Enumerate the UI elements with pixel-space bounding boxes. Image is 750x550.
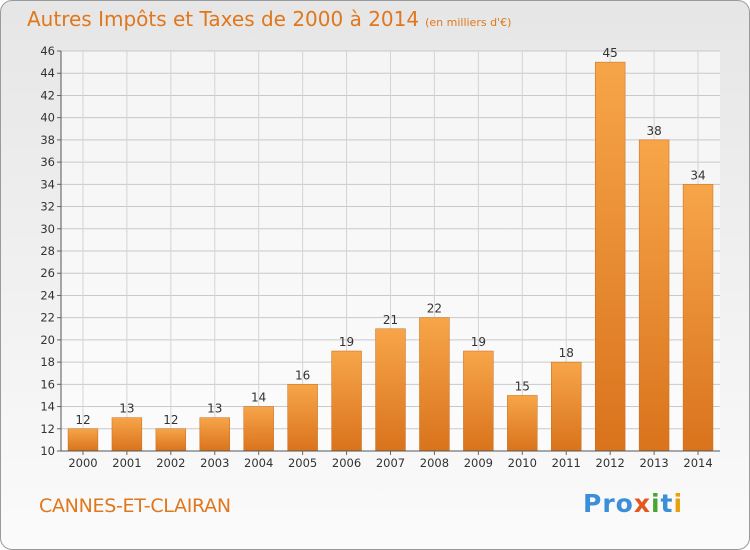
y-tick-label: 44 bbox=[40, 66, 55, 80]
bar bbox=[419, 317, 450, 452]
data-label: 13 bbox=[207, 402, 222, 416]
y-tick-label: 32 bbox=[40, 200, 55, 214]
bar bbox=[199, 417, 230, 452]
y-tick-label: 30 bbox=[40, 222, 55, 236]
bar bbox=[682, 184, 714, 452]
data-label: 19 bbox=[471, 335, 486, 349]
bar bbox=[463, 350, 494, 452]
bar bbox=[67, 428, 99, 452]
x-tick-label: 2002 bbox=[156, 456, 185, 470]
y-tick-label: 24 bbox=[40, 288, 55, 302]
bars: 12 13 12 13 14 16 19 21 22 19 15 18 45 38 34 bbox=[67, 46, 714, 452]
x-tick-label: 2001 bbox=[112, 456, 141, 470]
commune-name: CANNES-ET-CLAIRAN bbox=[39, 495, 231, 517]
data-label: 45 bbox=[603, 46, 618, 60]
data-label: 38 bbox=[646, 124, 661, 138]
axes: 10 12 14 16 18 20 22 24 26 28 30 32 34 36 38 40 42 44 46 20… bbox=[40, 44, 720, 470]
bar bbox=[594, 61, 626, 452]
bar bbox=[155, 428, 187, 452]
y-tick-label: 22 bbox=[40, 311, 55, 325]
x-tick-label: 2008 bbox=[420, 456, 449, 470]
y-tick-label: 14 bbox=[40, 400, 55, 414]
logo-part: Pro bbox=[583, 489, 634, 518]
logo-part: i bbox=[673, 489, 684, 518]
bar bbox=[507, 395, 538, 452]
y-tick-label: 12 bbox=[40, 422, 55, 436]
y-tick-label: 40 bbox=[40, 111, 55, 125]
chart-title: Autres Impôts et Taxes de 2000 à 2014 (en… bbox=[27, 7, 511, 31]
bar bbox=[331, 350, 362, 452]
bar bbox=[551, 361, 582, 452]
bar bbox=[111, 417, 143, 452]
x-tick-label: 2006 bbox=[332, 456, 361, 470]
proxiti-logo: Proxiti bbox=[583, 489, 683, 518]
y-tick-label: 20 bbox=[40, 333, 55, 347]
bar bbox=[287, 384, 318, 452]
x-tick-label: 2011 bbox=[552, 456, 581, 470]
data-label: 14 bbox=[251, 391, 266, 405]
bar bbox=[375, 328, 406, 452]
data-label: 34 bbox=[690, 168, 705, 182]
x-tick-label: 2003 bbox=[200, 456, 229, 470]
y-tick-label: 28 bbox=[40, 244, 55, 258]
y-tick-label: 46 bbox=[40, 44, 55, 58]
bar bbox=[243, 406, 274, 452]
data-label: 16 bbox=[295, 368, 310, 382]
data-label: 13 bbox=[119, 402, 134, 416]
x-tick-label: 2014 bbox=[683, 456, 712, 470]
x-tick-label: 2007 bbox=[376, 456, 405, 470]
y-tick-label: 42 bbox=[40, 88, 55, 102]
y-tick-label: 38 bbox=[40, 133, 55, 147]
data-label: 18 bbox=[559, 346, 574, 360]
data-label: 12 bbox=[75, 413, 90, 427]
data-label: 22 bbox=[427, 302, 442, 316]
x-tick-label: 2012 bbox=[596, 456, 625, 470]
x-tick-label: 2010 bbox=[508, 456, 537, 470]
logo-part: i bbox=[650, 489, 661, 518]
x-tick-label: 2000 bbox=[68, 456, 97, 470]
y-tick-label: 26 bbox=[40, 266, 55, 280]
data-label: 12 bbox=[163, 413, 178, 427]
y-tick-label: 18 bbox=[40, 355, 55, 369]
chart-title-text: Autres Impôts et Taxes de 2000 à 2014 bbox=[27, 7, 420, 31]
x-tick-label: 2013 bbox=[639, 456, 668, 470]
logo-part: t bbox=[660, 489, 674, 518]
x-tick-label: 2004 bbox=[244, 456, 273, 470]
x-tick-label: 2005 bbox=[288, 456, 317, 470]
data-label: 19 bbox=[339, 335, 354, 349]
bar bbox=[638, 139, 670, 452]
y-tick-label: 16 bbox=[40, 377, 55, 391]
chart-subtitle: (en milliers d'€) bbox=[425, 16, 512, 29]
data-label: 15 bbox=[515, 379, 530, 393]
x-tick-label: 2009 bbox=[464, 456, 493, 470]
data-label: 21 bbox=[383, 313, 398, 327]
y-tick-label: 36 bbox=[40, 155, 55, 169]
y-tick-label: 10 bbox=[40, 444, 55, 458]
y-tick-label: 34 bbox=[40, 177, 55, 191]
logo-part: x bbox=[633, 489, 651, 518]
